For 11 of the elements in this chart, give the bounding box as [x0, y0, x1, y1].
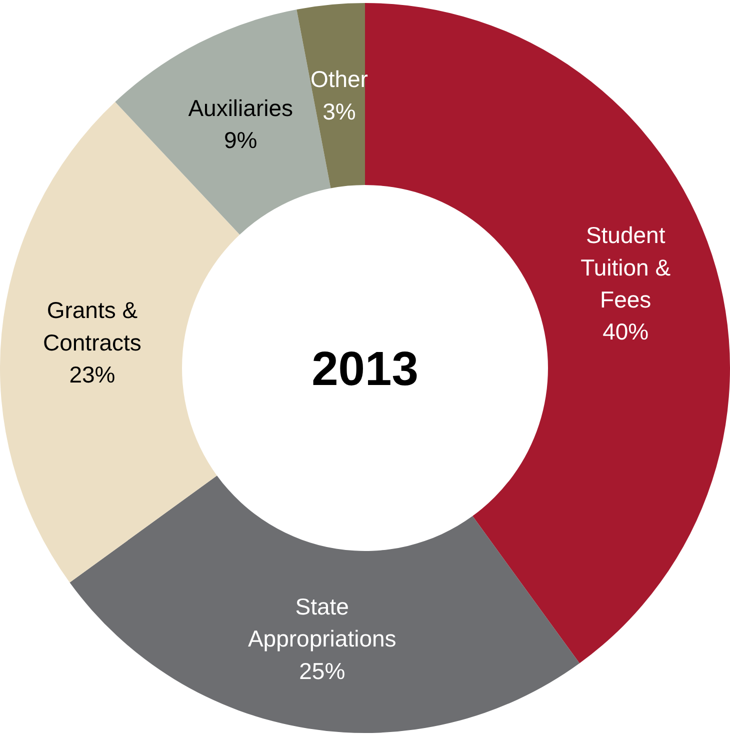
donut-slice — [70, 476, 580, 733]
slice-label: Student Tuition & Fees — [580, 222, 671, 312]
text: 2013 — [312, 342, 418, 396]
data-label: 40% — [602, 318, 649, 345]
data-label: 23% — [69, 361, 116, 388]
data-label: 3% — [322, 98, 356, 124]
slice-label: Grants & Contracts — [42, 297, 142, 356]
slice-label: State Appropriations — [248, 593, 396, 652]
data-label: 9% — [224, 127, 258, 154]
data-label: 25% — [299, 658, 346, 684]
slice-label: Auxiliaries — [188, 94, 294, 121]
